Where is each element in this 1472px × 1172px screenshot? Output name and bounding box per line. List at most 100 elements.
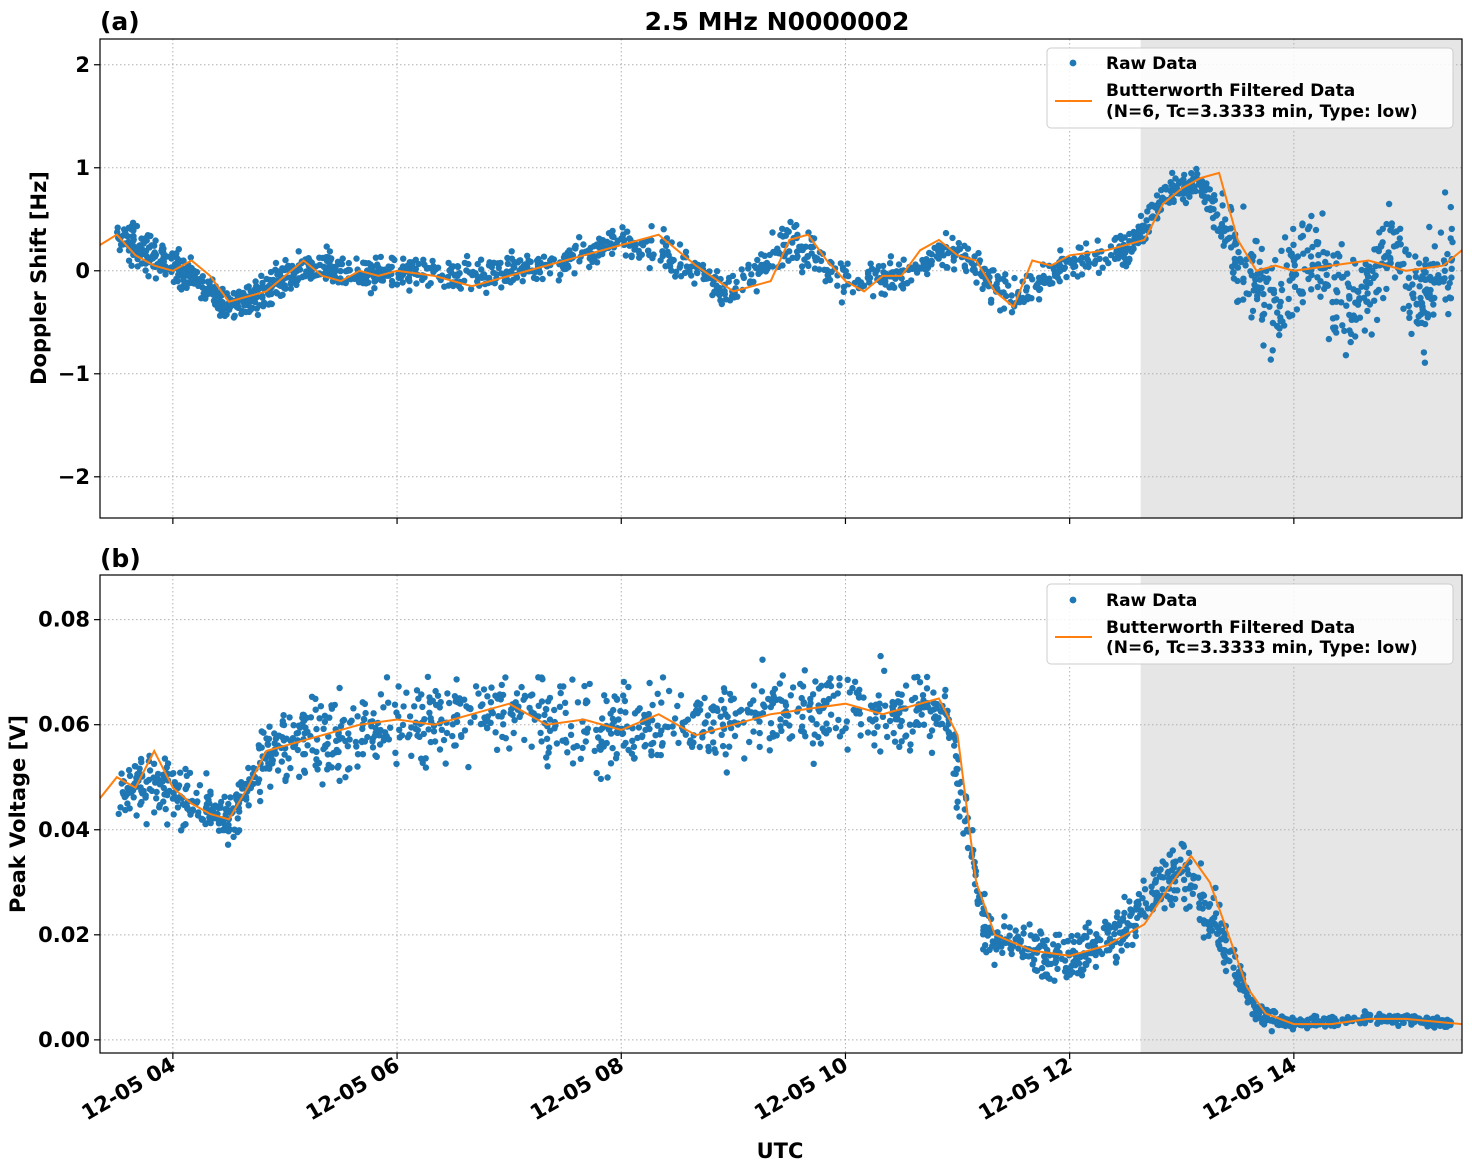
raw-data-point	[872, 270, 879, 277]
raw-data-point	[730, 695, 737, 702]
raw-data-point	[842, 268, 849, 275]
raw-data-point	[542, 705, 550, 713]
raw-data-point	[670, 730, 677, 737]
raw-data-point	[1405, 274, 1413, 281]
raw-data-point	[701, 720, 708, 727]
raw-data-point	[302, 273, 309, 280]
raw-data-point	[1304, 1025, 1311, 1032]
raw-data-point	[891, 738, 899, 745]
raw-data-point	[1126, 255, 1133, 262]
raw-data-point	[824, 272, 831, 279]
raw-data-point	[1181, 171, 1188, 179]
raw-data-point	[221, 826, 228, 834]
raw-data-point	[480, 271, 487, 279]
raw-data-point	[313, 725, 320, 733]
raw-data-point	[868, 265, 876, 272]
raw-data-point	[630, 743, 638, 750]
raw-data-point	[1292, 271, 1300, 278]
raw-data-point	[282, 285, 289, 292]
raw-data-point	[324, 740, 331, 748]
raw-data-point	[451, 742, 458, 749]
raw-data-point	[1210, 224, 1218, 231]
raw-data-point	[746, 738, 753, 746]
raw-data-point	[759, 656, 766, 663]
raw-data-point	[1257, 269, 1264, 277]
raw-data-point	[419, 274, 426, 281]
raw-data-point	[142, 235, 149, 242]
raw-data-point	[856, 686, 863, 693]
raw-data-point	[911, 674, 918, 681]
raw-data-point	[142, 792, 149, 799]
raw-data-point	[1142, 900, 1150, 907]
raw-data-point	[1274, 309, 1281, 316]
raw-data-point	[1033, 967, 1041, 974]
raw-data-point	[1163, 186, 1170, 193]
raw-data-point	[1289, 312, 1296, 319]
raw-data-point	[1111, 930, 1118, 938]
raw-data-point	[774, 247, 781, 255]
raw-data-point	[285, 755, 292, 762]
raw-data-point	[642, 741, 649, 749]
raw-data-point	[1052, 931, 1060, 939]
raw-data-point	[719, 742, 727, 750]
raw-data-point	[124, 800, 131, 807]
raw-data-point	[1002, 939, 1009, 946]
raw-data-point	[121, 793, 128, 801]
raw-data-point	[1339, 322, 1346, 329]
raw-data-point	[1043, 937, 1050, 944]
raw-data-point	[573, 742, 581, 750]
raw-data-point	[369, 735, 377, 742]
raw-data-point	[471, 713, 478, 720]
raw-data-point	[1029, 961, 1036, 968]
raw-data-point	[510, 262, 517, 270]
raw-data-point	[924, 270, 931, 278]
raw-data-point	[615, 716, 622, 723]
raw-data-point	[294, 746, 301, 754]
raw-data-point	[142, 267, 149, 274]
raw-data-point	[296, 773, 303, 780]
raw-data-point	[508, 248, 515, 255]
raw-data-point	[1412, 273, 1420, 280]
raw-data-point	[713, 268, 721, 275]
raw-data-point	[533, 257, 541, 264]
raw-data-point	[487, 699, 495, 706]
raw-data-point	[1112, 959, 1120, 966]
raw-data-point	[1045, 278, 1053, 286]
raw-data-point	[1366, 1011, 1374, 1019]
raw-data-point	[1385, 249, 1392, 256]
raw-data-point	[1185, 849, 1193, 857]
raw-data-point	[475, 690, 482, 697]
raw-data-point	[427, 715, 434, 722]
raw-data-point	[241, 302, 248, 309]
raw-data-point	[277, 282, 284, 289]
raw-data-point	[919, 256, 926, 264]
raw-data-point	[1126, 898, 1133, 905]
raw-data-point	[884, 733, 891, 741]
raw-data-point	[1089, 938, 1097, 946]
raw-data-point	[539, 275, 546, 283]
raw-data-point	[1197, 188, 1205, 195]
raw-data-point	[156, 781, 164, 788]
raw-data-point	[918, 711, 925, 718]
raw-data-point	[313, 756, 320, 763]
raw-data-point	[1068, 932, 1075, 940]
raw-data-point	[809, 243, 816, 251]
raw-data-point	[597, 746, 604, 753]
raw-data-point	[954, 798, 961, 805]
raw-data-point	[1174, 887, 1181, 894]
raw-data-point	[979, 910, 986, 917]
raw-data-point	[607, 760, 615, 767]
raw-data-point	[1077, 966, 1085, 973]
raw-data-point	[634, 734, 641, 742]
raw-data-point	[1263, 278, 1270, 285]
raw-data-point	[1323, 282, 1330, 289]
raw-data-point	[323, 243, 330, 250]
raw-data-point	[994, 937, 1001, 944]
raw-data-point	[1183, 905, 1190, 912]
raw-data-point	[1341, 327, 1348, 335]
raw-data-point	[419, 703, 426, 711]
raw-data-point	[1406, 314, 1413, 321]
raw-data-point	[162, 805, 169, 813]
raw-data-point	[256, 788, 264, 796]
raw-data-point	[492, 729, 499, 736]
